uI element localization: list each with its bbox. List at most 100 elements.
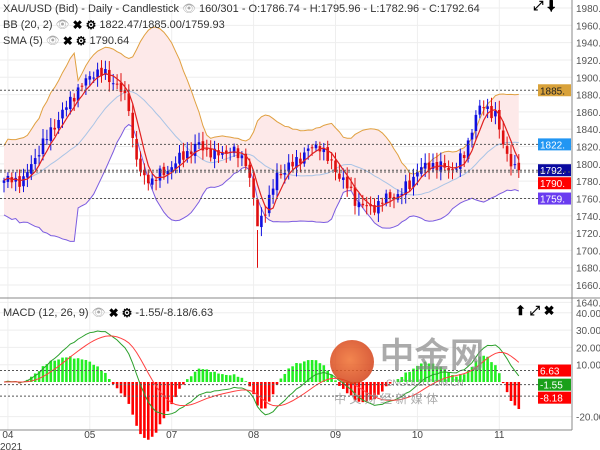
- candle-body: [256, 199, 259, 227]
- price-tick-label: 1900.: [576, 73, 600, 84]
- candle: [267, 185, 271, 217]
- candle: [189, 142, 193, 164]
- arrow-down-icon[interactable]: ⬇: [547, 0, 556, 13]
- macd-tick-label: 10.00: [576, 361, 600, 372]
- macd-histogram-bar: [221, 374, 224, 382]
- chart-title: XAU/USD (Bid) - Daily - Candlestick: [3, 3, 180, 15]
- candle-body: [455, 168, 458, 170]
- candle: [178, 144, 181, 173]
- macd-histogram-bar: [162, 382, 166, 419]
- price-tick-label: 1680.: [576, 264, 600, 275]
- close-icon[interactable]: ✖: [62, 34, 73, 48]
- candle: [88, 71, 92, 87]
- expand-icon[interactable]: ⤢: [529, 303, 540, 318]
- candle: [501, 121, 505, 149]
- candle: [342, 168, 345, 189]
- candle: [201, 131, 205, 160]
- arrow-up-icon[interactable]: ⬆: [515, 303, 526, 318]
- close-icon[interactable]: ✖: [108, 306, 119, 320]
- macd-histogram-bar: [178, 382, 181, 389]
- eye-icon[interactable]: 👁: [55, 19, 70, 31]
- year-label: 2021: [0, 442, 23, 450]
- macd-histogram-bar: [182, 382, 185, 385]
- candle: [213, 140, 216, 169]
- macd-histogram-bar: [295, 363, 298, 382]
- candle-body: [431, 163, 435, 169]
- macd-histogram-bar: [37, 371, 41, 382]
- price-flag: [538, 138, 571, 151]
- candle-body: [174, 163, 177, 169]
- candle: [509, 144, 513, 176]
- macd-histogram-bar: [303, 361, 306, 382]
- macd-histogram-bar: [193, 371, 197, 382]
- macd-histogram-bar: [53, 360, 56, 382]
- candle-body: [275, 172, 279, 191]
- gear-icon[interactable]: ⚙: [85, 18, 97, 32]
- macd-histogram-bar: [283, 373, 287, 382]
- candle-body: [326, 147, 329, 161]
- macd-histogram-bar: [494, 365, 497, 382]
- candle: [478, 99, 482, 119]
- macd-histogram-bar: [100, 370, 103, 382]
- macd-histogram-bar: [158, 382, 162, 425]
- candle-body: [45, 139, 49, 141]
- macd-histogram-bar: [517, 382, 521, 410]
- gear-icon[interactable]: ⚙: [121, 306, 133, 320]
- candle-body: [150, 178, 154, 185]
- candle-body: [513, 164, 517, 166]
- candle-body: [221, 152, 224, 155]
- expand-icon[interactable]: ⤢: [533, 0, 544, 13]
- candle-body: [478, 105, 482, 115]
- candle-body: [482, 107, 485, 109]
- candle-body: [154, 179, 158, 181]
- macd-histogram-bar: [408, 371, 411, 382]
- candle: [486, 98, 489, 119]
- macd-histogram-bar: [166, 382, 170, 412]
- price-flag: [538, 164, 571, 177]
- candle-body: [474, 114, 478, 131]
- candle-body: [213, 148, 216, 159]
- candle-body: [72, 97, 76, 102]
- price-tick-label: 1920.: [576, 56, 600, 67]
- candle-body: [330, 159, 333, 161]
- close-icon[interactable]: ✖: [72, 18, 83, 32]
- macd-histogram-bar: [104, 372, 107, 382]
- bb-legend: BB (20, 2) 👁 ✖ ⚙ 1822.47/1885.00/1759.93: [3, 18, 528, 32]
- candle-body: [466, 140, 470, 159]
- eye-icon[interactable]: 👁: [182, 3, 197, 15]
- macd-histogram-bar: [486, 356, 489, 382]
- eye-icon[interactable]: 👁: [91, 307, 106, 319]
- candle-body: [162, 166, 166, 176]
- price-tick-label: 1700.: [576, 246, 600, 257]
- macd-histogram-bar: [236, 376, 240, 382]
- candle-body: [517, 162, 521, 171]
- macd-histogram-bar: [365, 382, 368, 402]
- gear-icon[interactable]: ⚙: [75, 34, 87, 48]
- candle-body: [111, 83, 115, 85]
- macd-histogram-bar: [252, 382, 255, 395]
- candle: [349, 177, 353, 191]
- candle: [439, 152, 443, 181]
- eye-icon[interactable]: 👁: [45, 35, 60, 47]
- macd-histogram-bar: [45, 364, 49, 382]
- candle-body: [244, 153, 248, 167]
- candle-body: [248, 164, 251, 178]
- macd-histogram-bar: [451, 375, 454, 382]
- macd-line: [3, 330, 520, 416]
- x-tick-label: 05: [84, 430, 96, 441]
- macd-histogram-bar: [143, 382, 146, 438]
- candle-body: [135, 138, 138, 160]
- candle: [334, 152, 337, 181]
- macd-histogram-bar: [72, 358, 76, 382]
- candle: [170, 161, 173, 180]
- price-flag-label: 1822.: [540, 140, 565, 151]
- candle: [232, 143, 236, 158]
- sma-values: 1790.64: [89, 35, 130, 47]
- macd-histogram-bar: [299, 363, 302, 382]
- close-icon[interactable]: ✖: [543, 303, 555, 318]
- candle-body: [338, 173, 341, 179]
- candle-body: [232, 146, 236, 154]
- candle-body: [80, 85, 84, 87]
- macd-tick-label: -20.00: [576, 413, 600, 424]
